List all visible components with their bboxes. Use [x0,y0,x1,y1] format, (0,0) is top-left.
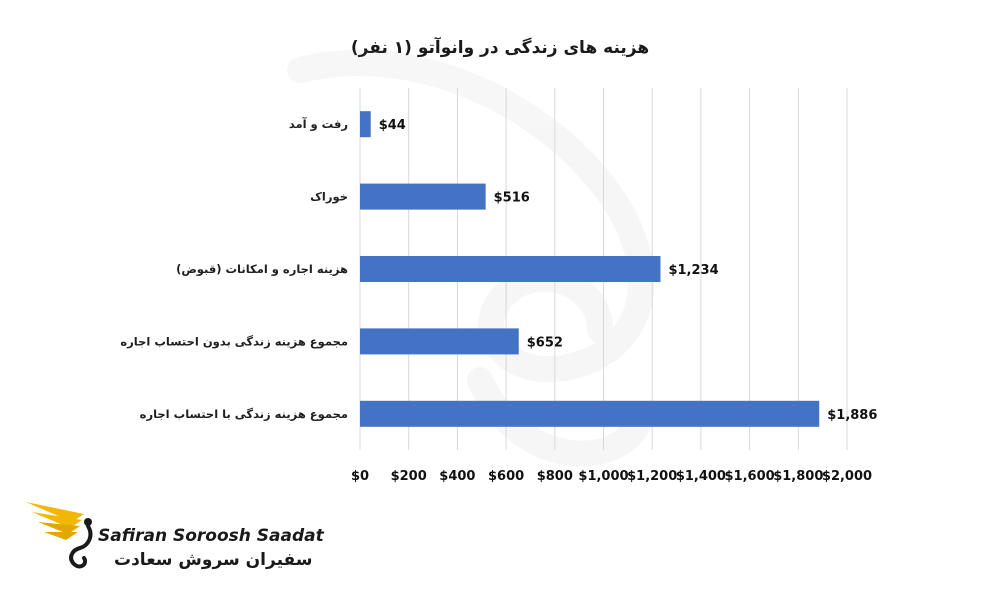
category-labels: رفت و آمد خوراک هزینه اجاره و امکانات (قبو… [120,117,348,422]
category-label: رفت و آمد [289,117,348,132]
x-tick-label: $2,000 [822,469,872,484]
logo-text-fa: سفیران سروش سعادت [114,550,313,570]
bar [360,328,519,355]
x-tick-label: $400 [439,469,475,484]
chart-title: هزینه های زندگی در وانوآتو (۱ نفر) [350,38,650,58]
category-label: مجموع هزینه زندگی بدون احتساب اجاره [120,334,348,349]
value-label: $1,886 [827,408,877,423]
swan-logo-icon [26,502,93,569]
x-tick-label: $0 [351,469,369,484]
company-logo: Safiran Soroosh Saadat سفیران سروش سعادت [22,492,324,582]
x-tick-labels: $0 $200 $400 $600 $800 $1,000$1,200$1,400$1,6… [351,469,872,484]
bar [360,400,820,427]
x-tick-label: $1,600 [725,469,775,484]
x-tick-label: $600 [488,469,524,484]
category-label: خوراک [310,190,348,205]
value-labels: $44 $516 $1,234 $652 $1,886 [379,118,878,423]
x-tick-label: $1,200 [627,469,677,484]
logo-text-en: Safiran Soroosh Saadat [98,526,324,546]
bar [360,183,486,210]
value-label: $652 [527,335,563,350]
x-tick-label: $1,400 [676,469,726,484]
bar [360,256,661,282]
category-label: هزینه اجاره و امکانات (قبوض) [176,262,348,277]
value-label: $516 [494,191,530,206]
bars [360,111,820,427]
category-label: مجموع هزینه زندگی با احتساب اجاره [140,407,348,422]
x-tick-label: $800 [537,469,573,484]
x-tick-label: $200 [391,469,427,484]
value-label: $1,234 [668,263,718,278]
value-label: $44 [379,118,406,133]
bar [360,111,371,138]
x-tick-label: $1,800 [773,469,823,484]
x-tick-label: $1,000 [578,469,628,484]
